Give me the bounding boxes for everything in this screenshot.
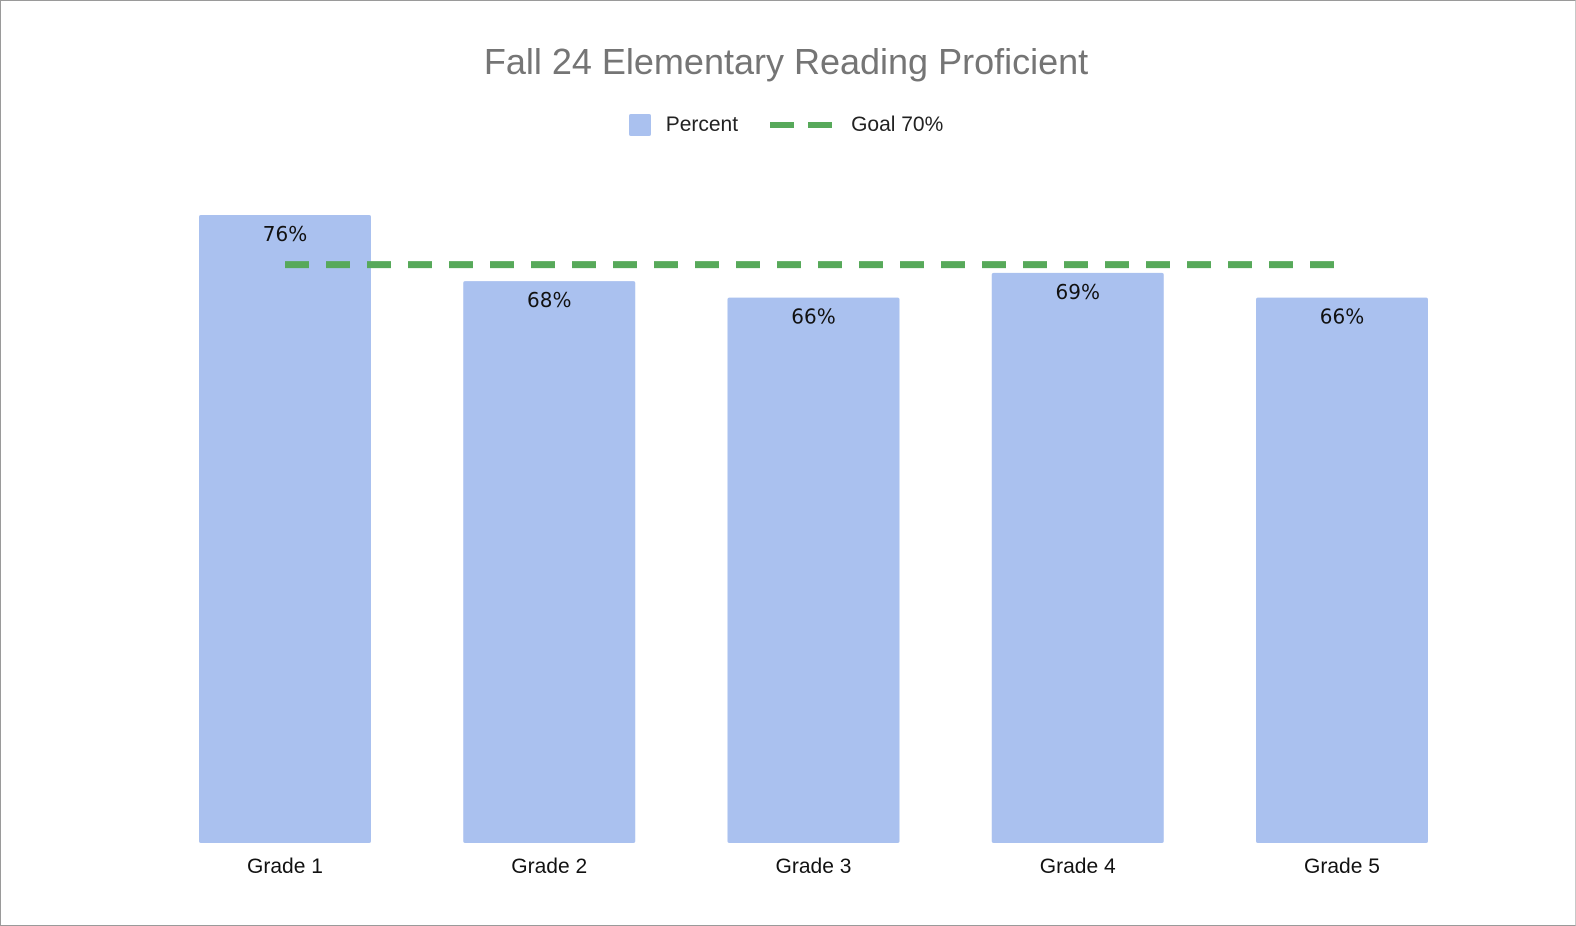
bar-grade-3 [727, 297, 900, 843]
data-label-grade-4: 69% [1056, 280, 1100, 304]
bar-grade-2 [463, 281, 636, 844]
x-tick-label-grade-2: Grade 2 [511, 855, 587, 878]
x-tick-label-grade-4: Grade 4 [1040, 855, 1116, 878]
chart-legend: Percent Goal 70% [1, 113, 1571, 137]
legend-item-percent: Percent [628, 113, 739, 137]
x-tick-label-grade-3: Grade 3 [776, 855, 852, 878]
legend-item-goal: Goal 70% [738, 113, 943, 137]
data-label-grade-1: 76% [263, 222, 307, 246]
bar-grade-5 [1256, 297, 1428, 843]
legend-swatch-percent [628, 114, 651, 136]
legend-swatch-goal [770, 122, 837, 128]
legend-label-percent: Percent [665, 113, 739, 136]
bar-grade-4 [991, 272, 1164, 843]
data-label-grade-2: 68% [527, 288, 571, 312]
x-tick-label-grade-5: Grade 5 [1304, 855, 1380, 878]
data-label-grade-3: 66% [791, 305, 835, 329]
bar-grade-1 [199, 215, 371, 843]
x-tick-label-grade-1: Grade 1 [247, 855, 323, 878]
legend-label-goal: Goal 70% [851, 113, 944, 136]
data-label-grade-5: 66% [1320, 305, 1364, 329]
chart-title: Fall 24 Elementary Reading Proficient [483, 41, 1089, 82]
